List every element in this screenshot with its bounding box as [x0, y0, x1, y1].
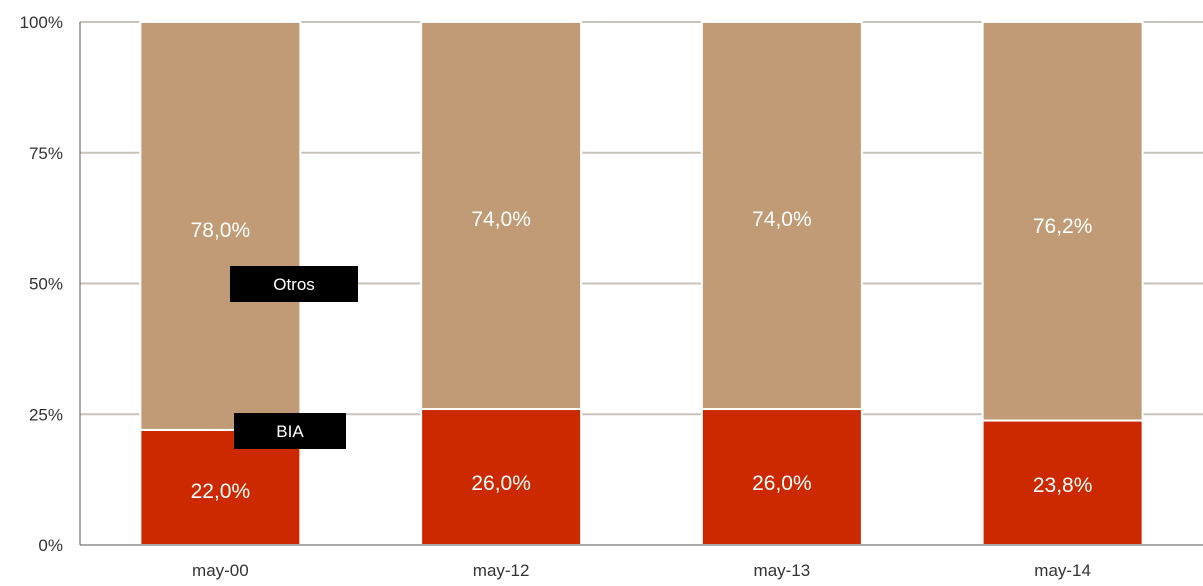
y-tick-label: 50% — [29, 275, 63, 294]
data-label: 22,0% — [191, 480, 251, 503]
bar-segment-bia — [420, 408, 583, 546]
x-tick-label: may-13 — [754, 561, 811, 580]
data-label: 78,0% — [191, 219, 251, 242]
legend-callout-otros: Otros — [230, 266, 358, 302]
y-tick-label: 25% — [29, 405, 63, 424]
bar-segment-otros — [420, 21, 583, 411]
bar-segment-bia — [139, 428, 302, 546]
y-tick-label: 75% — [29, 144, 63, 163]
axes: 0% 25% 50% 75% 100% may-00 may-12 may-13 may-14 — [20, 13, 1203, 580]
series-callouts: Otros BIA — [230, 266, 358, 449]
bar-segment-otros — [981, 21, 1144, 422]
data-label: 74,0% — [752, 208, 812, 231]
callout-box — [234, 413, 346, 449]
data-label: 74,0% — [471, 208, 531, 231]
callout-label: Otros — [273, 275, 315, 294]
callout-box — [230, 266, 358, 302]
bars — [139, 21, 1144, 546]
y-tick-label: 100% — [20, 13, 63, 32]
x-tick-label: may-14 — [1034, 561, 1091, 580]
legend-callout-bia: BIA — [234, 413, 346, 449]
bar-segment-otros — [700, 21, 863, 411]
data-label: 76,2% — [1033, 215, 1093, 238]
x-tick-label: may-12 — [473, 561, 530, 580]
data-labels: 22,0% 78,0% 26,0% 74,0% 26,0% 74,0% 23,8% 76,2% — [191, 208, 1093, 503]
data-label: 26,0% — [752, 472, 812, 495]
bar-segment-bia — [981, 419, 1144, 546]
y-tick-label: 0% — [38, 536, 63, 555]
bar-segment-bia — [700, 408, 863, 546]
callout-label: BIA — [276, 422, 304, 441]
bar-segment-otros — [139, 21, 302, 431]
data-label: 23,8% — [1033, 474, 1093, 497]
data-label: 26,0% — [471, 472, 531, 495]
x-tick-label: may-00 — [192, 561, 249, 580]
